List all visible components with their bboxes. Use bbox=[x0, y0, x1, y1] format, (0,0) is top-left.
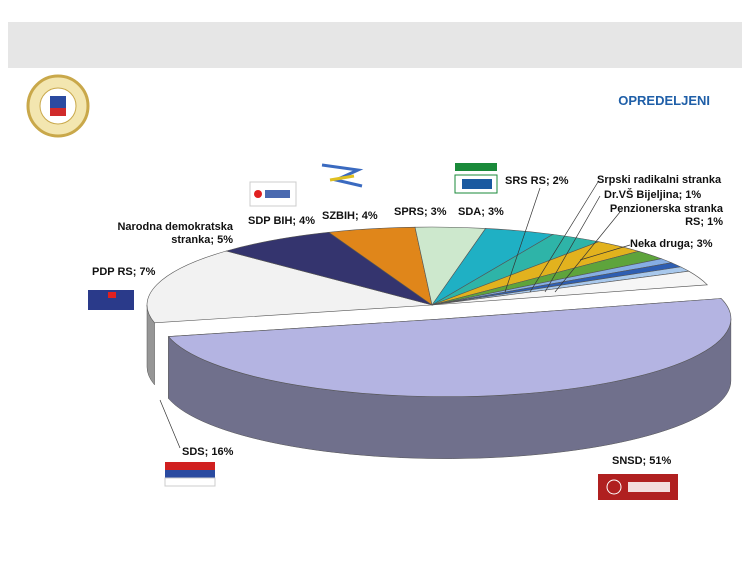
data-label: Srpski radikalni stranka bbox=[597, 174, 722, 186]
leader-line bbox=[529, 181, 599, 293]
header-band bbox=[8, 22, 742, 68]
pie-slice bbox=[431, 270, 708, 306]
data-label: PDP RS; 7% bbox=[92, 266, 156, 278]
data-label: SDP BIH; 4% bbox=[248, 215, 316, 227]
data-label: SDS; 16% bbox=[182, 446, 234, 458]
pie-slice bbox=[225, 231, 433, 306]
data-label: SNSD; 51% bbox=[612, 455, 672, 467]
logo bbox=[26, 74, 90, 138]
data-label: Penzionerska stranka RS; 1% bbox=[609, 203, 723, 228]
data-label: Neka druga; 3% bbox=[630, 238, 713, 250]
slice-group bbox=[167, 298, 732, 459]
data-label: SRS RS; 2% bbox=[505, 175, 569, 187]
data-label: SZBIH; 4% bbox=[322, 210, 378, 222]
slice-group bbox=[146, 250, 433, 386]
data-label: SDA; 3% bbox=[458, 206, 504, 218]
slice-group bbox=[225, 231, 433, 306]
leader-line bbox=[504, 187, 541, 293]
slice-group bbox=[431, 270, 708, 306]
leader-line bbox=[159, 399, 181, 449]
leader-line bbox=[544, 195, 601, 293]
leader-line bbox=[579, 244, 631, 261]
leader-line bbox=[554, 211, 621, 293]
data-label: SPRS; 3% bbox=[394, 206, 447, 218]
pie-slice bbox=[167, 298, 732, 397]
party-logos bbox=[88, 163, 678, 500]
data-label: Dr.VŠ Bijeljina; 1% bbox=[604, 189, 702, 201]
pie-slice bbox=[146, 250, 433, 324]
data-label: Narodna demokratska stranka; 5% bbox=[117, 221, 233, 246]
chart-title: OPREDELJENI bbox=[618, 93, 710, 108]
